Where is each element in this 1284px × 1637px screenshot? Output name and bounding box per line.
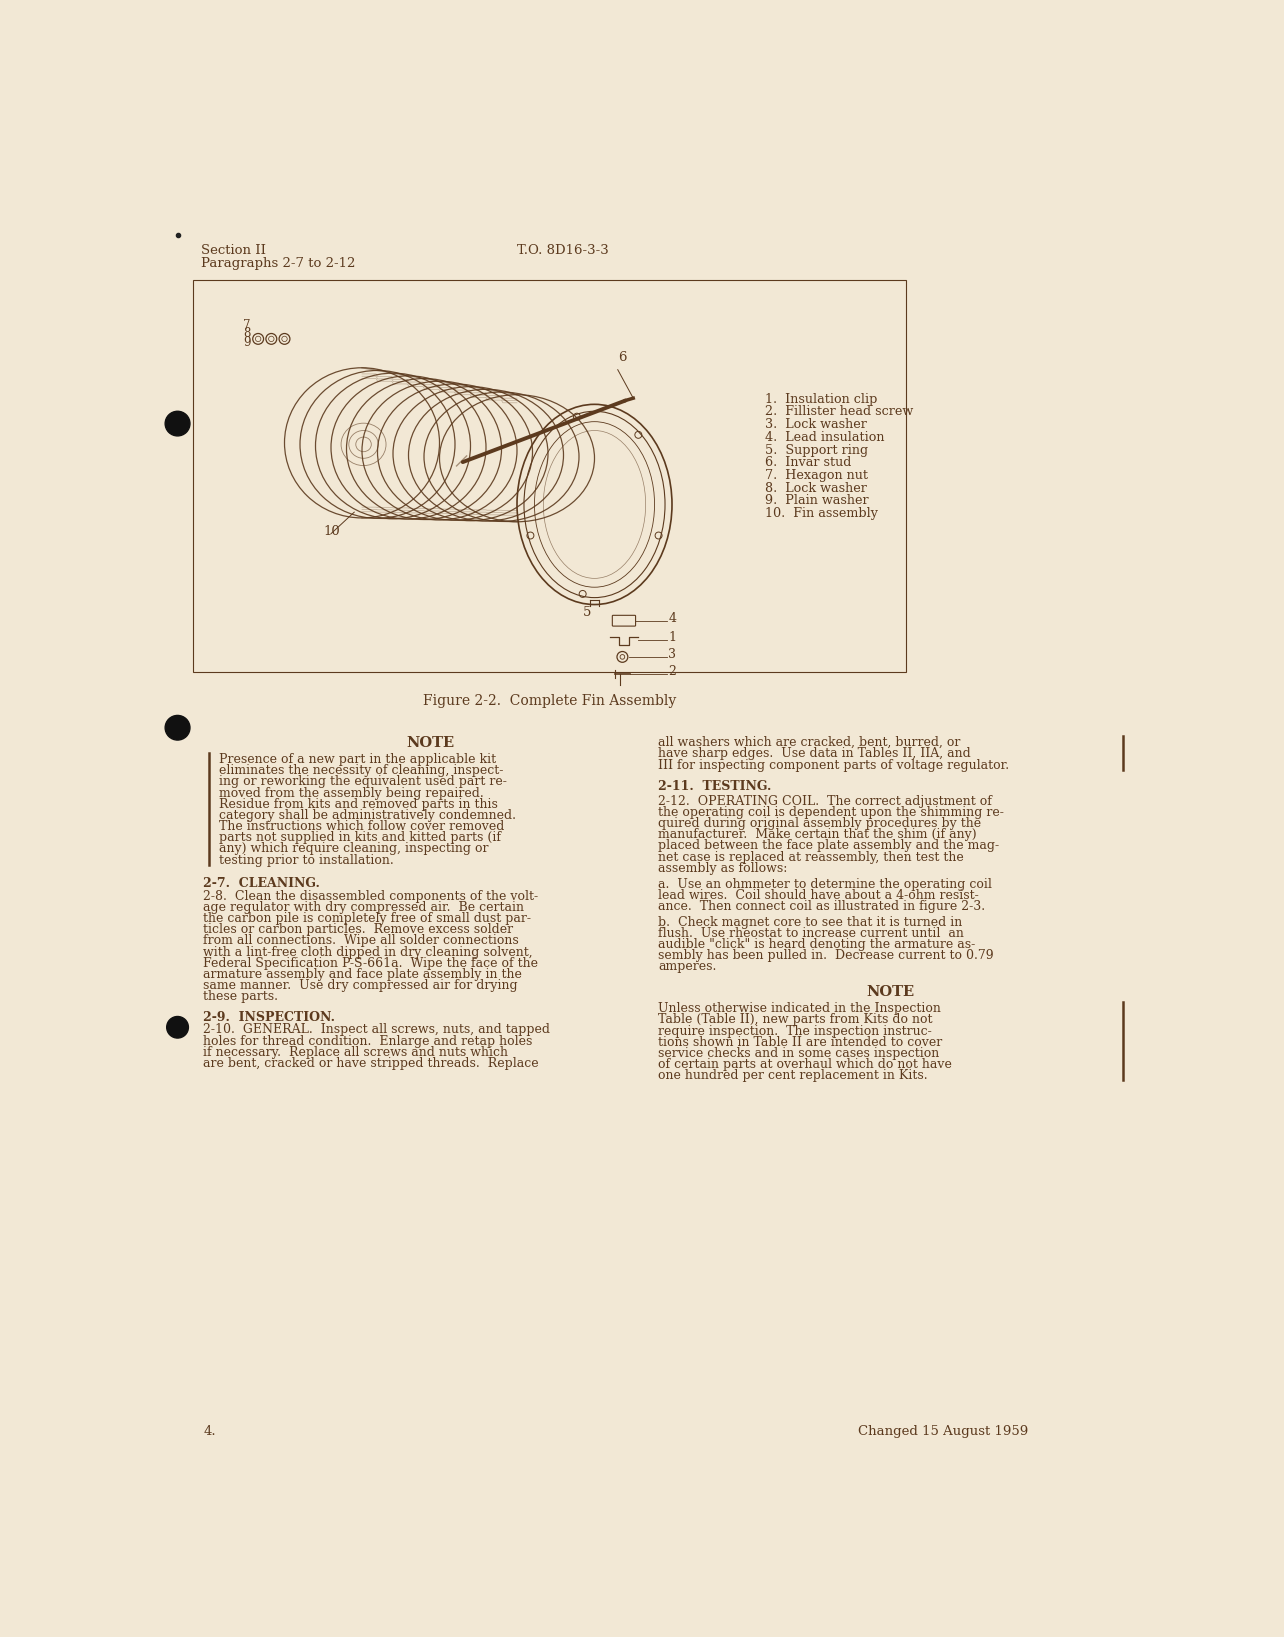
- Text: T.O. 8D16-3-3: T.O. 8D16-3-3: [517, 244, 609, 257]
- Text: 2-10.  GENERAL.  Inspect all screws, nuts, and tapped: 2-10. GENERAL. Inspect all screws, nuts,…: [203, 1023, 550, 1036]
- Text: net case is replaced at reassembly, then test the: net case is replaced at reassembly, then…: [659, 851, 964, 864]
- Text: 5: 5: [583, 606, 591, 619]
- Text: are bent, cracked or have stripped threads.  Replace: are bent, cracked or have stripped threa…: [203, 1058, 539, 1071]
- Text: 9.  Plain washer: 9. Plain washer: [765, 494, 868, 507]
- Text: 2-11.  TESTING.: 2-11. TESTING.: [659, 781, 772, 794]
- Text: if necessary.  Replace all screws and nuts which: if necessary. Replace all screws and nut…: [203, 1046, 508, 1059]
- Text: Presence of a new part in the applicable kit: Presence of a new part in the applicable…: [218, 753, 496, 766]
- Text: The instructions which follow cover removed: The instructions which follow cover remo…: [218, 820, 505, 833]
- Text: Figure 2-2.  Complete Fin Assembly: Figure 2-2. Complete Fin Assembly: [422, 694, 677, 707]
- Text: of certain parts at overhaul which do not have: of certain parts at overhaul which do no…: [659, 1058, 951, 1071]
- Text: 9: 9: [244, 336, 250, 349]
- Text: parts not supplied in kits and kitted parts (if: parts not supplied in kits and kitted pa…: [218, 832, 501, 845]
- Text: 4.: 4.: [203, 1424, 216, 1437]
- Text: Unless otherwise indicated in the Inspection: Unless otherwise indicated in the Inspec…: [659, 1002, 941, 1015]
- Text: NOTE: NOTE: [407, 737, 455, 750]
- Text: Federal Specification P-S-661a.  Wipe the face of the: Federal Specification P-S-661a. Wipe the…: [203, 956, 538, 969]
- Text: Table (Table II), new parts from Kits do not: Table (Table II), new parts from Kits do…: [659, 1013, 932, 1026]
- Text: armature assembly and face plate assembly in the: armature assembly and face plate assembl…: [203, 967, 523, 981]
- Text: 4.  Lead insulation: 4. Lead insulation: [765, 431, 885, 444]
- Text: a.  Use an ohmmeter to determine the operating coil: a. Use an ohmmeter to determine the oper…: [659, 877, 993, 891]
- Text: III for inspecting component parts of voltage regulator.: III for inspecting component parts of vo…: [659, 758, 1009, 771]
- Text: 10: 10: [324, 525, 340, 539]
- Circle shape: [166, 411, 190, 435]
- Text: moved from the assembly being repaired.: moved from the assembly being repaired.: [218, 787, 483, 799]
- Text: b.  Check magnet core to see that it is turned in: b. Check magnet core to see that it is t…: [659, 915, 962, 928]
- Text: category shall be administratively condemned.: category shall be administratively conde…: [218, 809, 516, 822]
- Text: Changed 15 August 1959: Changed 15 August 1959: [858, 1424, 1028, 1437]
- Text: these parts.: these parts.: [203, 990, 279, 1003]
- Text: the operating coil is dependent upon the shimming re-: the operating coil is dependent upon the…: [659, 805, 1004, 818]
- Text: with a lint-free cloth dipped in dry cleaning solvent,: with a lint-free cloth dipped in dry cle…: [203, 946, 533, 959]
- Text: age regulator with dry compressed air.  Be certain: age regulator with dry compressed air. B…: [203, 900, 524, 913]
- Text: require inspection.  The inspection instruc-: require inspection. The inspection instr…: [659, 1025, 932, 1038]
- Text: service checks and in some cases inspection: service checks and in some cases inspect…: [659, 1048, 940, 1059]
- Text: tions shown in Table II are intended to cover: tions shown in Table II are intended to …: [659, 1036, 942, 1049]
- Text: flush.  Use rheostat to increase current until  an: flush. Use rheostat to increase current …: [659, 927, 964, 940]
- Text: 6.  Invar stud: 6. Invar stud: [765, 457, 851, 470]
- Text: holes for thread condition.  Enlarge and retap holes: holes for thread condition. Enlarge and …: [203, 1035, 533, 1048]
- Text: 8.  Lock washer: 8. Lock washer: [765, 481, 867, 494]
- Circle shape: [166, 715, 190, 740]
- Text: eliminates the necessity of cleaning, inspect-: eliminates the necessity of cleaning, in…: [218, 764, 503, 778]
- Circle shape: [167, 1017, 189, 1038]
- Text: same manner.  Use dry compressed air for drying: same manner. Use dry compressed air for …: [203, 979, 517, 992]
- Text: assembly as follows:: assembly as follows:: [659, 861, 787, 874]
- Text: quired during original assembly procedures by the: quired during original assembly procedur…: [659, 817, 981, 830]
- Text: 8: 8: [244, 327, 250, 340]
- Text: 2: 2: [668, 665, 675, 678]
- Text: Paragraphs 2-7 to 2-12: Paragraphs 2-7 to 2-12: [200, 257, 356, 270]
- Text: 6: 6: [618, 352, 627, 365]
- Text: 2-9.  INSPECTION.: 2-9. INSPECTION.: [203, 1010, 335, 1023]
- Text: NOTE: NOTE: [867, 985, 914, 999]
- Text: 2-7.  CLEANING.: 2-7. CLEANING.: [203, 877, 320, 891]
- Text: ance.  Then connect coil as illustrated in figure 2-3.: ance. Then connect coil as illustrated i…: [659, 900, 985, 913]
- Text: have sharp edges.  Use data in Tables II, IIA, and: have sharp edges. Use data in Tables II,…: [659, 748, 971, 760]
- Text: 7.  Hexagon nut: 7. Hexagon nut: [765, 470, 868, 481]
- Text: manufacturer.  Make certain that the shim (if any): manufacturer. Make certain that the shim…: [659, 828, 977, 841]
- Text: the carbon pile is completely free of small dust par-: the carbon pile is completely free of sm…: [203, 912, 532, 925]
- Text: 4: 4: [668, 612, 677, 625]
- Text: Residue from kits and removed parts in this: Residue from kits and removed parts in t…: [218, 797, 497, 810]
- Bar: [193, 280, 907, 673]
- Text: any) which require cleaning, inspecting or: any) which require cleaning, inspecting …: [218, 843, 488, 856]
- Text: Section II: Section II: [200, 244, 266, 257]
- Text: audible "click" is heard denoting the armature as-: audible "click" is heard denoting the ar…: [659, 938, 976, 951]
- Text: one hundred per cent replacement in Kits.: one hundred per cent replacement in Kits…: [659, 1069, 927, 1082]
- Text: all washers which are cracked, bent, burred, or: all washers which are cracked, bent, bur…: [659, 737, 960, 750]
- Text: testing prior to installation.: testing prior to installation.: [218, 853, 393, 866]
- Text: 1.  Insulation clip: 1. Insulation clip: [765, 393, 877, 406]
- Text: 1: 1: [668, 632, 677, 643]
- Text: ing or reworking the equivalent used part re-: ing or reworking the equivalent used par…: [218, 776, 506, 789]
- Text: amperes.: amperes.: [659, 961, 716, 974]
- Text: sembly has been pulled in.  Decrease current to 0.79: sembly has been pulled in. Decrease curr…: [659, 949, 994, 963]
- Text: ticles or carbon particles.  Remove excess solder: ticles or carbon particles. Remove exces…: [203, 923, 514, 936]
- Text: 5.  Support ring: 5. Support ring: [765, 444, 868, 457]
- Text: placed between the face plate assembly and the mag-: placed between the face plate assembly a…: [659, 840, 999, 853]
- Text: lead wires.  Coil should have about a 4-ohm resist-: lead wires. Coil should have about a 4-o…: [659, 889, 978, 902]
- Text: 10.  Fin assembly: 10. Fin assembly: [765, 507, 878, 521]
- Text: 2.  Fillister head screw: 2. Fillister head screw: [765, 406, 913, 419]
- Text: 2-8.  Clean the disassembled components of the volt-: 2-8. Clean the disassembled components o…: [203, 891, 538, 904]
- Text: 2-12.  OPERATING COIL.  The correct adjustment of: 2-12. OPERATING COIL. The correct adjust…: [659, 794, 993, 807]
- Text: from all connections.  Wipe all solder connections: from all connections. Wipe all solder co…: [203, 935, 519, 948]
- Text: 3: 3: [668, 648, 677, 661]
- Text: 7: 7: [244, 319, 250, 332]
- Text: 3.  Lock washer: 3. Lock washer: [765, 417, 867, 431]
